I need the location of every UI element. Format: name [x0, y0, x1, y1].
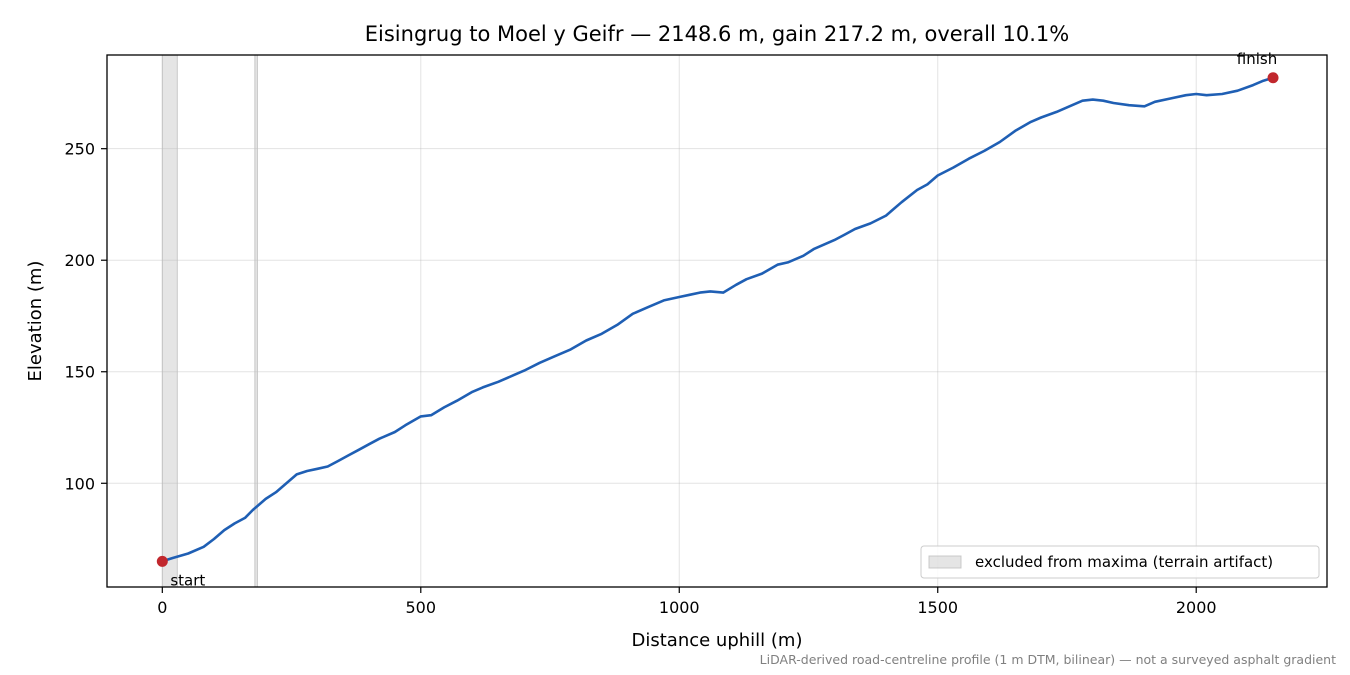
x-axis-label: Distance uphill (m) — [632, 630, 803, 651]
gridlines — [107, 55, 1327, 587]
finish-annotation: finish — [1237, 50, 1277, 68]
finish-marker — [1267, 72, 1279, 84]
x-tick-label-3: 1500 — [917, 598, 958, 617]
legend: excluded from maxima (terrain artifact) — [920, 545, 1320, 579]
start-annotation: start — [170, 571, 205, 589]
plot-frame — [106, 54, 1328, 588]
x-tick-label-1: 500 — [406, 598, 437, 617]
y-tick-label-2: 200 — [64, 251, 95, 270]
excluded-bands — [161, 54, 258, 588]
x-tick-label-4: 2000 — [1176, 598, 1217, 617]
legend-swatch — [928, 555, 962, 569]
legend-frame — [920, 545, 1320, 579]
y-tick-label-3: 250 — [64, 140, 95, 159]
endpoint-markers: start finish — [156, 50, 1279, 589]
series-layer — [161, 76, 1275, 563]
chart-title: Eisingrug to Moel y Geifr — 2148.6 m, ga… — [365, 22, 1069, 46]
excluded-band-0 — [161, 54, 178, 588]
elevation-line-0 — [161, 76, 1275, 563]
x-tick-label-0: 0 — [157, 598, 167, 617]
start-marker — [156, 555, 168, 567]
y-tick-label-0: 100 — [64, 474, 95, 493]
footnote: LiDAR-derived road-centreline profile (1… — [760, 652, 1336, 667]
y-tick-label-1: 150 — [64, 363, 95, 382]
x-tick-label-2: 1000 — [659, 598, 700, 617]
axis-ticks: 0 500 1000 1500 2000 100 150 200 250 — [64, 140, 1216, 617]
y-axis-label: Elevation (m) — [25, 261, 46, 382]
legend-label: excluded from maxima (terrain artifact) — [975, 553, 1273, 571]
